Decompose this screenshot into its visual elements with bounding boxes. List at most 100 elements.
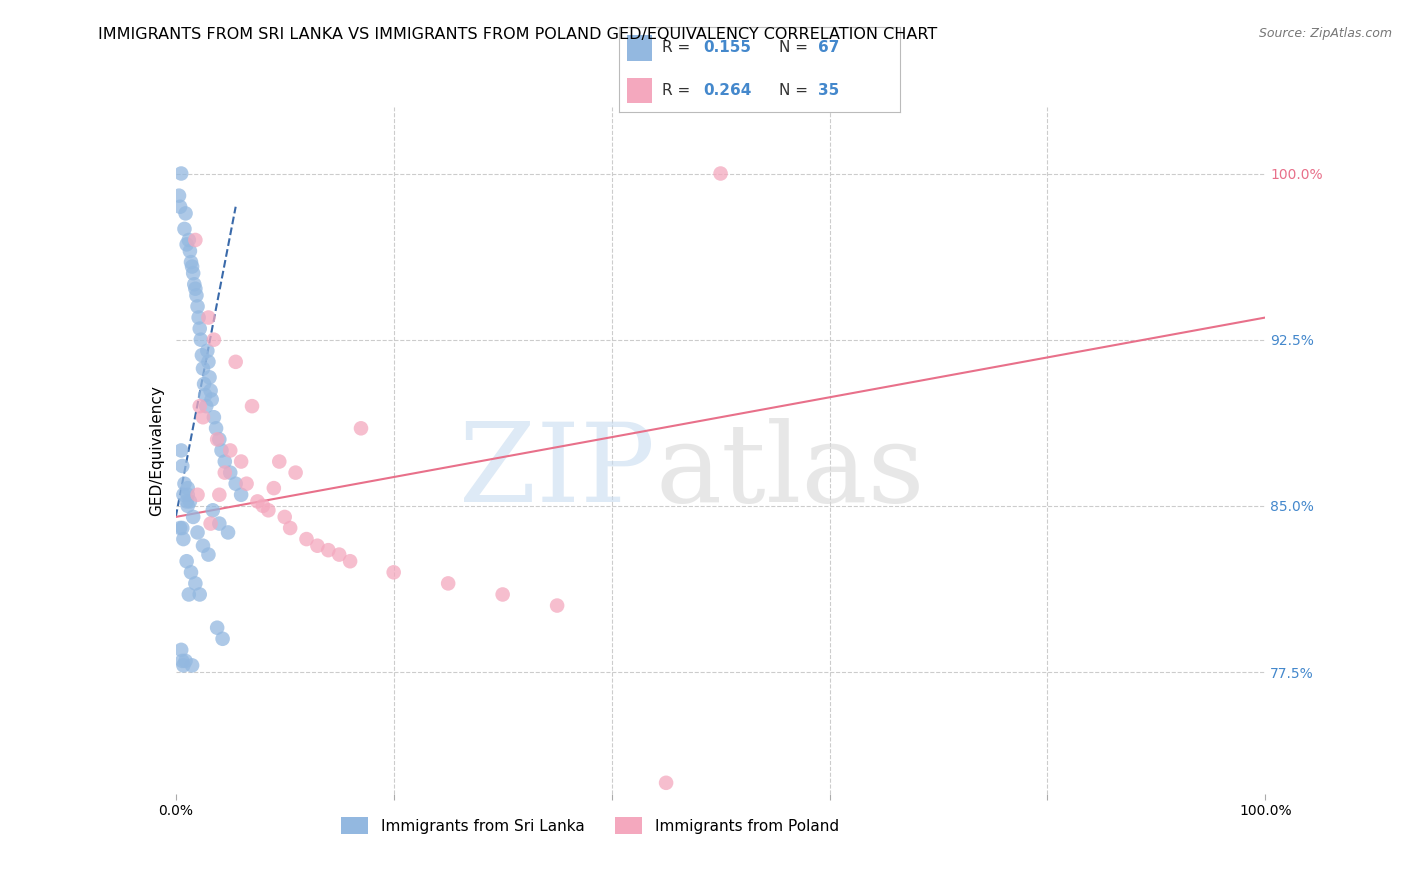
Point <box>225 355 247 369</box>
Point <box>231 454 253 468</box>
Point <box>318 543 340 558</box>
Point <box>225 476 247 491</box>
Point <box>186 488 209 502</box>
Text: ZIP: ZIP <box>460 417 655 524</box>
Point <box>246 494 269 508</box>
Point <box>177 488 200 502</box>
Point <box>211 632 233 646</box>
Point <box>492 587 515 601</box>
Text: N =: N = <box>779 40 813 55</box>
Point <box>172 458 194 473</box>
Point <box>172 488 194 502</box>
Text: 35: 35 <box>818 83 839 98</box>
Point <box>240 399 263 413</box>
Point <box>328 548 350 562</box>
Point <box>191 361 214 376</box>
Text: R =: R = <box>662 40 696 55</box>
Point <box>177 499 200 513</box>
Point <box>190 333 212 347</box>
Point <box>339 554 361 568</box>
Text: N =: N = <box>779 83 813 98</box>
Point <box>184 282 207 296</box>
Point <box>437 576 460 591</box>
Point <box>214 466 236 480</box>
Point <box>167 188 190 202</box>
Point <box>186 525 209 540</box>
Point <box>546 599 568 613</box>
Point <box>350 421 373 435</box>
Point <box>193 376 215 391</box>
Point <box>181 260 204 274</box>
Point <box>295 532 318 546</box>
Point <box>202 410 225 425</box>
Point <box>278 521 301 535</box>
Point <box>172 654 194 668</box>
Point <box>177 481 200 495</box>
Point <box>197 310 219 325</box>
Point <box>181 510 204 524</box>
Point <box>191 348 214 362</box>
Point <box>188 587 211 601</box>
Point <box>172 532 194 546</box>
Point <box>307 539 329 553</box>
Point <box>211 443 233 458</box>
Point <box>263 481 285 495</box>
Point <box>176 554 198 568</box>
FancyBboxPatch shape <box>627 36 652 61</box>
Point <box>194 388 217 402</box>
Point <box>186 288 208 302</box>
Point <box>195 399 218 413</box>
Point <box>174 206 197 220</box>
Point <box>170 643 193 657</box>
Point <box>219 466 242 480</box>
Point <box>710 167 733 181</box>
Text: atlas: atlas <box>655 417 925 524</box>
Point <box>179 244 201 258</box>
Point <box>186 300 209 314</box>
Point <box>188 399 211 413</box>
Point <box>184 233 207 247</box>
Point <box>181 266 204 280</box>
Point <box>382 566 405 580</box>
Point <box>197 548 219 562</box>
Point <box>269 454 291 468</box>
Point <box>201 392 224 407</box>
Text: 0.264: 0.264 <box>703 83 751 98</box>
Point <box>208 516 231 531</box>
Y-axis label: GED/Equivalency: GED/Equivalency <box>149 385 165 516</box>
Point <box>180 255 202 269</box>
FancyBboxPatch shape <box>627 78 652 103</box>
Point <box>195 343 218 358</box>
Point <box>170 167 193 181</box>
Point <box>191 539 214 553</box>
Point <box>208 433 231 447</box>
Point <box>179 494 201 508</box>
Point <box>197 355 219 369</box>
Point <box>177 587 200 601</box>
Point <box>214 454 236 468</box>
Legend: Immigrants from Sri Lanka, Immigrants from Poland: Immigrants from Sri Lanka, Immigrants fr… <box>340 817 839 834</box>
Point <box>169 521 191 535</box>
Point <box>201 503 224 517</box>
Point <box>205 421 228 435</box>
Point <box>174 654 197 668</box>
Text: IMMIGRANTS FROM SRI LANKA VS IMMIGRANTS FROM POLAND GED/EQUIVALENCY CORRELATION : IMMIGRANTS FROM SRI LANKA VS IMMIGRANTS … <box>98 27 938 42</box>
Point <box>274 510 297 524</box>
Point <box>177 233 200 247</box>
Point <box>200 516 222 531</box>
Point <box>170 443 193 458</box>
Point <box>208 488 231 502</box>
Point <box>180 566 202 580</box>
Point <box>183 277 205 292</box>
Point <box>252 499 274 513</box>
Point <box>176 237 198 252</box>
Point <box>235 476 257 491</box>
Point <box>172 658 194 673</box>
Point <box>217 525 239 540</box>
Point <box>655 776 678 790</box>
Point <box>200 384 222 398</box>
Point <box>205 433 228 447</box>
Point <box>173 476 195 491</box>
Text: Source: ZipAtlas.com: Source: ZipAtlas.com <box>1258 27 1392 40</box>
Point <box>284 466 307 480</box>
